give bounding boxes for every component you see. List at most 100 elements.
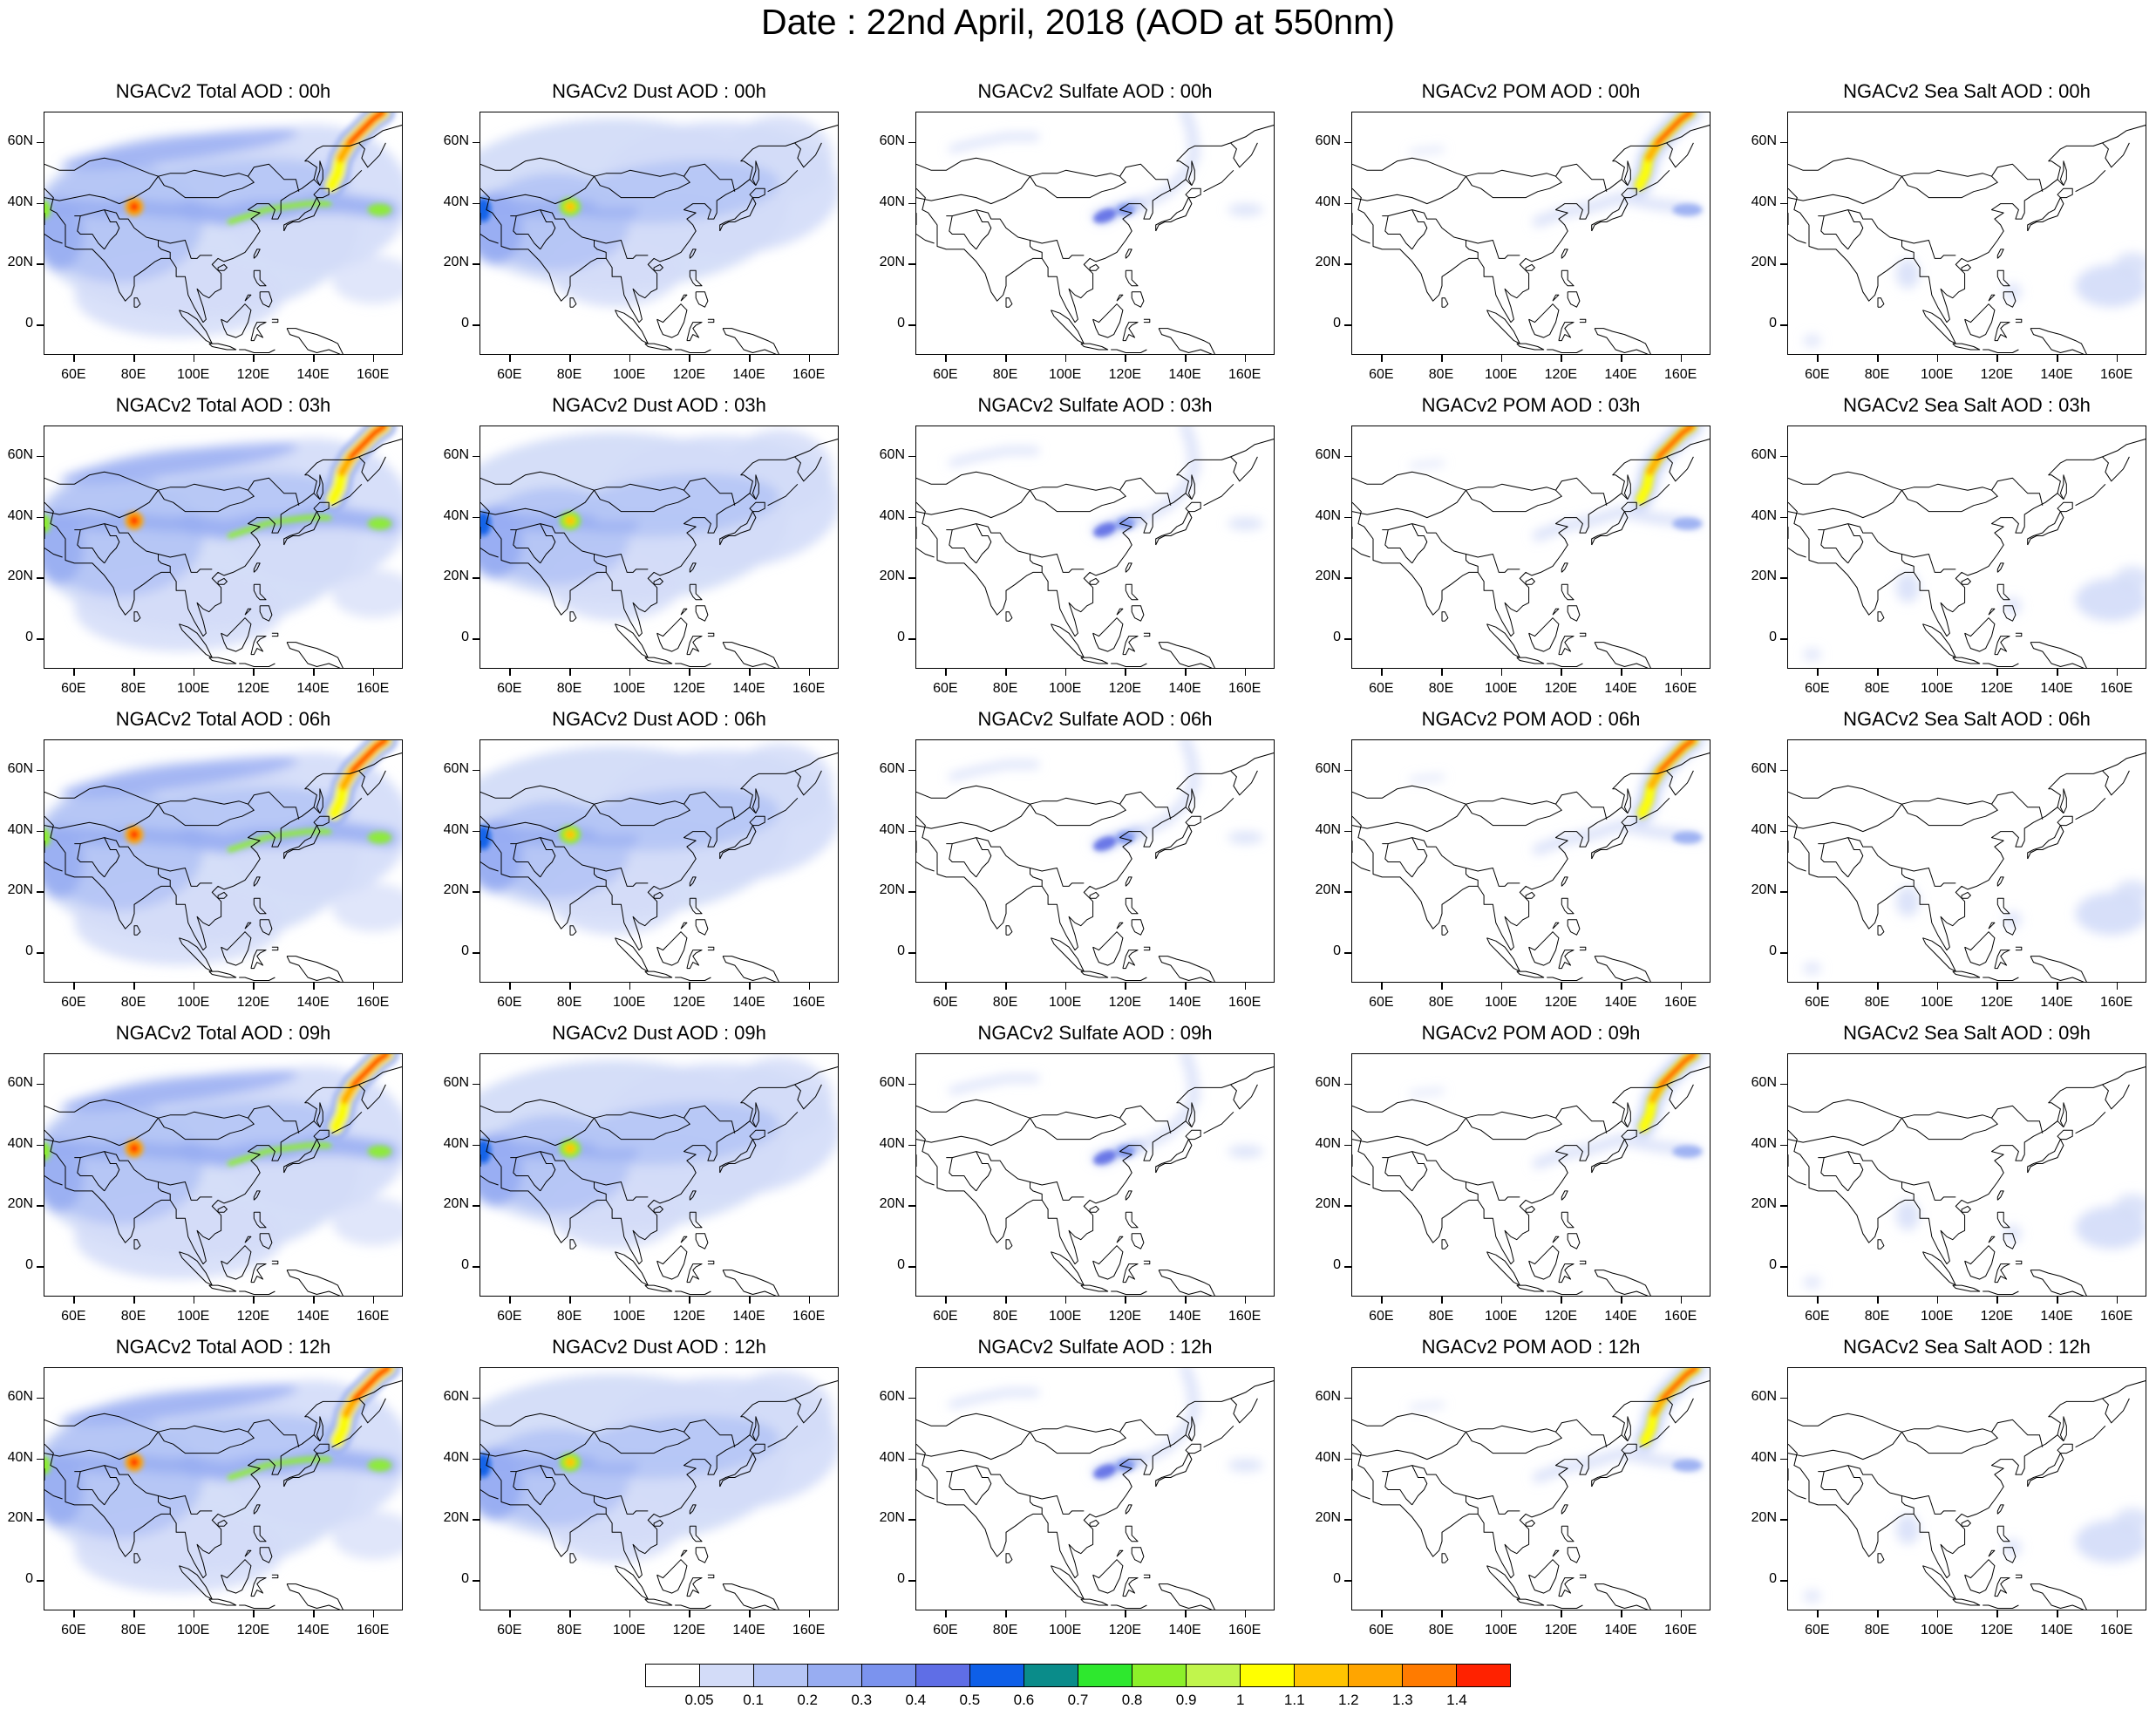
lon-tick bbox=[73, 355, 75, 362]
lat-tick-label: 0 bbox=[1769, 943, 1777, 959]
colorbar-box bbox=[700, 1665, 754, 1686]
panel-title: NGACv2 Total AOD : 03h bbox=[115, 394, 331, 416]
lon-tick-label: 160E bbox=[356, 1623, 390, 1638]
lat-tick bbox=[473, 1083, 479, 1086]
lat-tick bbox=[908, 455, 915, 458]
lon-tick bbox=[1064, 355, 1067, 362]
lon-tick-label: 60E bbox=[61, 995, 86, 1010]
lon-tick-label: 140E bbox=[296, 681, 330, 696]
lat-tick bbox=[1780, 455, 1787, 458]
lat-tick-label: 0 bbox=[897, 1571, 905, 1587]
lon-tick-label: 120E bbox=[1980, 367, 2014, 382]
lon-tick-label: 140E bbox=[1604, 681, 1637, 696]
lat-tick-label: 40N bbox=[443, 1135, 469, 1151]
lat-tick bbox=[1780, 1083, 1787, 1086]
lat-tick bbox=[1780, 1266, 1787, 1268]
lat-tick-label: 40N bbox=[1751, 821, 1777, 837]
lat-tick-label: 40N bbox=[1315, 821, 1341, 837]
lat-tick bbox=[37, 638, 44, 640]
lon-tick-label: 120E bbox=[236, 995, 270, 1010]
lat-tick bbox=[37, 516, 44, 519]
lat-tick bbox=[473, 1580, 479, 1582]
lon-tick-label: 60E bbox=[933, 367, 958, 382]
lon-tick bbox=[1877, 355, 1879, 362]
colorbar-label: 1.3 bbox=[1392, 1692, 1413, 1708]
lon-tick-label: 60E bbox=[1805, 1309, 1830, 1324]
lon-tick-label: 80E bbox=[556, 367, 582, 382]
colorbar-box bbox=[1132, 1665, 1187, 1686]
lat-tick bbox=[1344, 1458, 1351, 1460]
colorbar-box bbox=[1078, 1665, 1132, 1686]
lat-tick bbox=[1344, 324, 1351, 326]
lat-tick-label: 0 bbox=[461, 1257, 469, 1273]
lat-tick bbox=[908, 577, 915, 579]
lon-tick bbox=[133, 355, 135, 362]
lon-tick bbox=[629, 1610, 631, 1617]
lat-tick bbox=[908, 769, 915, 772]
lat-tick-label: 40N bbox=[1751, 1449, 1777, 1465]
lon-tick-label: 60E bbox=[1805, 995, 1830, 1010]
lon-tick-label: 100E bbox=[176, 995, 210, 1010]
lon-tick-label: 100E bbox=[1920, 367, 1954, 382]
aod-field bbox=[44, 112, 402, 354]
lon-tick-label: 160E bbox=[792, 1309, 826, 1324]
lon-tick-label: 160E bbox=[1663, 681, 1697, 696]
lon-tick bbox=[1621, 983, 1622, 990]
lon-tick-label: 80E bbox=[992, 681, 1018, 696]
lat-tick-label: 0 bbox=[461, 316, 469, 331]
lat-tick-label: 0 bbox=[25, 316, 33, 331]
lon-tick bbox=[1936, 1610, 1939, 1617]
lon-tick-label: 160E bbox=[1663, 1623, 1697, 1638]
lon-tick-label: 80E bbox=[556, 995, 582, 1010]
colorbar-box bbox=[754, 1665, 808, 1686]
lat-tick bbox=[37, 952, 44, 954]
lat-tick bbox=[1344, 769, 1351, 772]
lon-tick-label: 60E bbox=[497, 1623, 522, 1638]
lon-tick-label: 140E bbox=[732, 1623, 765, 1638]
lon-tick-label: 160E bbox=[1228, 995, 1262, 1010]
lat-tick-label: 0 bbox=[25, 630, 33, 645]
lon-tick bbox=[1817, 355, 1819, 362]
lat-tick-label: 40N bbox=[1751, 1135, 1777, 1151]
lon-tick bbox=[2057, 1297, 2058, 1304]
lon-tick-label: 100E bbox=[1484, 681, 1518, 696]
lat-tick-label: 20N bbox=[1751, 882, 1777, 898]
colorbar-box bbox=[808, 1665, 862, 1686]
map-frame bbox=[479, 426, 839, 669]
lat-tick-label: 40N bbox=[879, 821, 905, 837]
lon-tick bbox=[2057, 983, 2058, 990]
lon-tick-label: 100E bbox=[1484, 995, 1518, 1010]
lat-tick bbox=[908, 324, 915, 326]
lat-tick bbox=[1780, 638, 1787, 640]
figure-title: Date : 22nd April, 2018 (AOD at 550nm) bbox=[760, 2, 1395, 42]
lon-tick bbox=[1125, 355, 1126, 362]
lon-tick bbox=[1817, 1610, 1819, 1617]
lat-tick bbox=[473, 830, 479, 833]
lat-tick bbox=[473, 141, 479, 144]
lat-tick-label: 60N bbox=[879, 446, 905, 462]
lat-tick bbox=[908, 141, 915, 144]
lon-tick bbox=[73, 669, 75, 676]
lat-tick-label: 0 bbox=[1769, 1571, 1777, 1587]
lon-tick bbox=[73, 1610, 75, 1617]
lat-tick-label: 60N bbox=[443, 760, 469, 776]
lat-tick bbox=[473, 952, 479, 954]
lon-tick bbox=[1500, 983, 1503, 990]
map-frame bbox=[44, 1053, 403, 1297]
lon-tick-label: 160E bbox=[356, 995, 390, 1010]
lat-tick-label: 0 bbox=[1769, 316, 1777, 331]
map-frame bbox=[915, 739, 1275, 983]
lon-tick bbox=[808, 355, 811, 362]
lon-tick bbox=[569, 1610, 571, 1617]
lon-tick-label: 100E bbox=[1048, 367, 1082, 382]
lon-tick-label: 80E bbox=[1428, 995, 1454, 1010]
lat-tick bbox=[473, 769, 479, 772]
aod-field bbox=[44, 1368, 402, 1610]
colorbar-box bbox=[1241, 1665, 1295, 1686]
lon-tick bbox=[629, 983, 631, 990]
lat-tick bbox=[1780, 263, 1787, 265]
lat-tick-label: 0 bbox=[897, 316, 905, 331]
lon-tick bbox=[1500, 355, 1503, 362]
lat-tick bbox=[908, 1580, 915, 1582]
lon-tick bbox=[749, 983, 751, 990]
